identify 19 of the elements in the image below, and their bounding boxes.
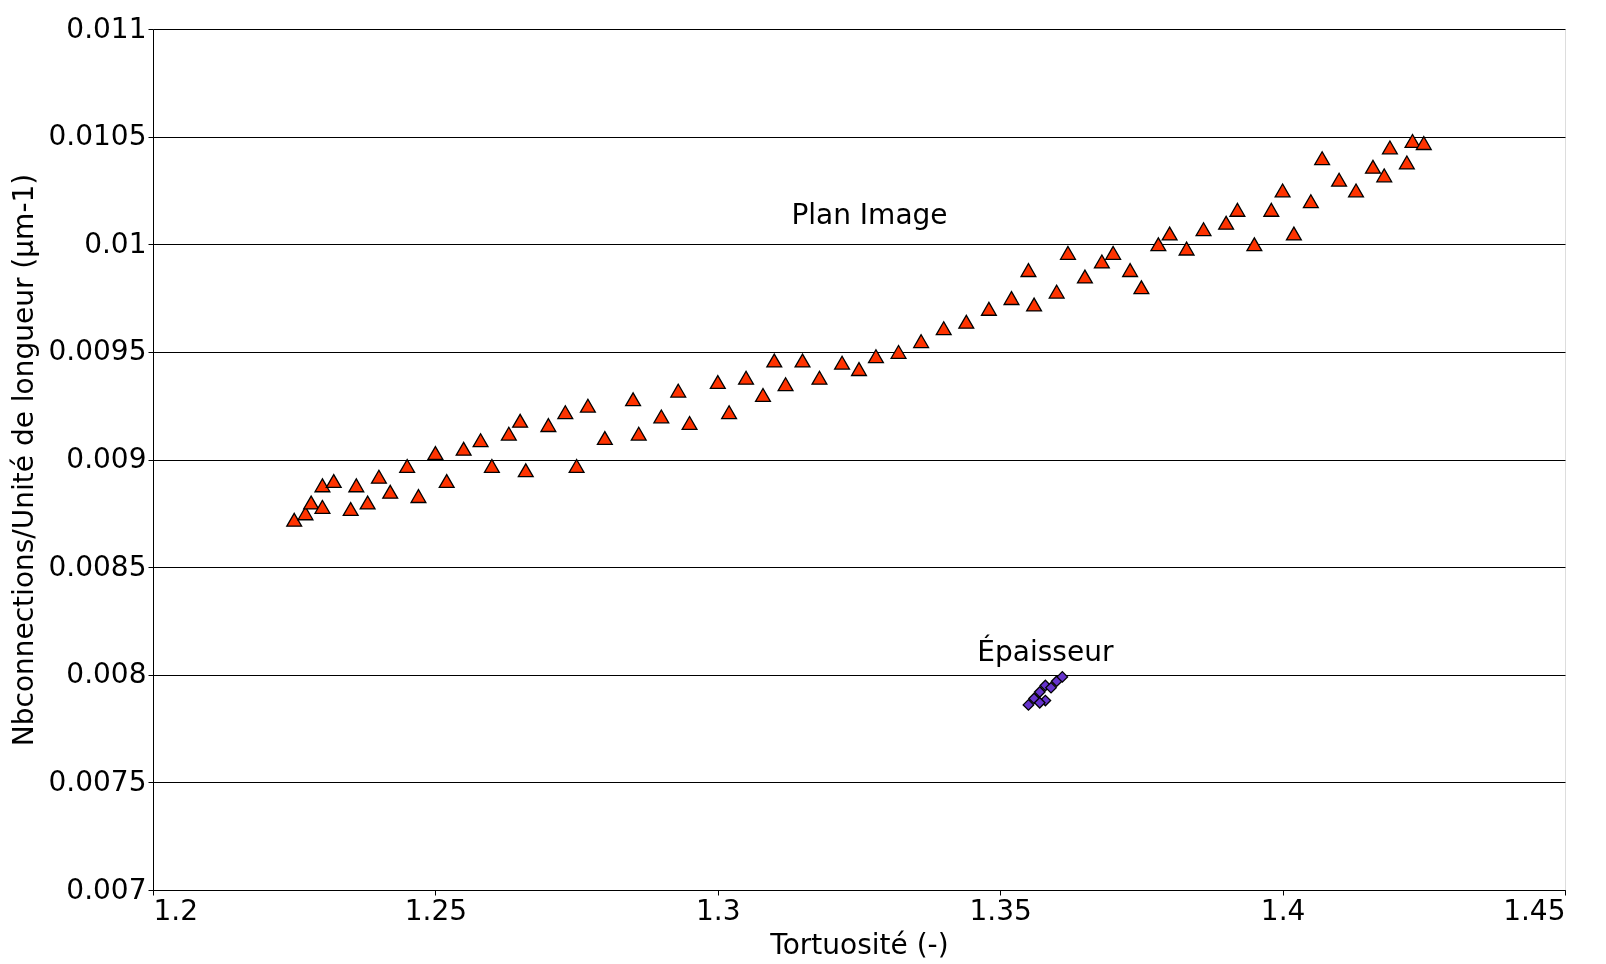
y-tick-label: 0.0095 (48, 334, 147, 368)
x-tick-label: 1.3 (696, 893, 741, 927)
y-axis-title: Nbconnections/Unité de longueur (µm-1) (6, 173, 40, 747)
y-tick-label: 0.008 (66, 657, 147, 691)
x-tick-label: 1.4 (1260, 893, 1306, 927)
x-tick-label: 1.25 (404, 893, 468, 927)
y-tick-label: 0.009 (66, 442, 147, 475)
y-tick-label: 0.007 (66, 872, 147, 906)
y-tick-label: 0.0085 (48, 549, 147, 583)
x-axis-title: Tortuosité (-) (769, 927, 949, 961)
y-tick-label: 0.0105 (48, 119, 147, 153)
text: Plan Image (791, 197, 948, 231)
y-tick-label: 0.011 (66, 11, 147, 45)
y-tick-label: 0.0075 (48, 764, 147, 798)
series-label: Épaisseur (977, 633, 1114, 668)
x-tick-label: 1.35 (969, 893, 1032, 927)
y-tick-label: 0.01 (84, 226, 147, 260)
x-tick-label: 1.45 (1503, 893, 1566, 927)
x-tick-label: 1.2 (153, 893, 199, 927)
